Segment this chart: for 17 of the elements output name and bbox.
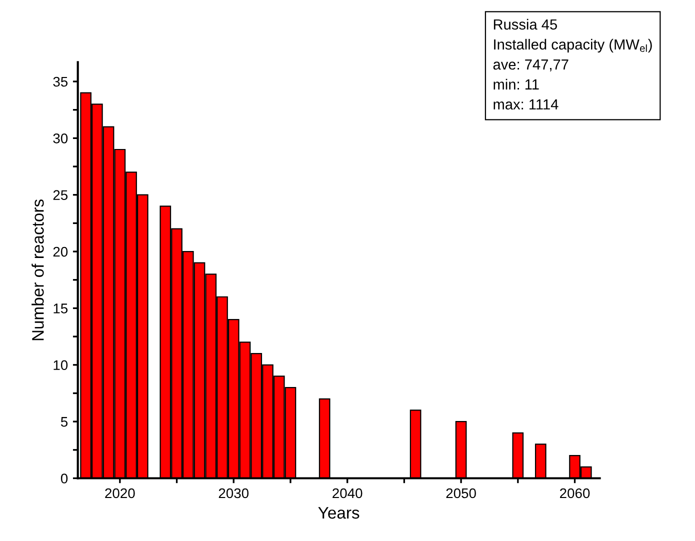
x-axis-title: Years — [318, 507, 360, 519]
x-tick-label: 2060 — [560, 488, 590, 498]
x-tick-label: 2020 — [105, 488, 135, 498]
y-tick-label: 10 — [54, 360, 68, 370]
x-tick-label: 2050 — [446, 488, 476, 498]
y-tick-label: 20 — [53, 246, 68, 257]
y-tick-label: 0 — [60, 474, 68, 484]
text: Russia 45 Installed capacity (MW$_{el}$) — [494, 18, 652, 53]
x-tick-label: 2040 — [332, 488, 362, 498]
y-tick-label: 5 — [60, 417, 68, 427]
y-tick-label: 30 — [53, 134, 68, 144]
annotation: ave: 747,77 min: 11 max: 1114 — [493, 60, 568, 110]
y-tick-label: 35 — [53, 76, 68, 87]
x-tick-label: 2030 — [218, 488, 249, 498]
y-tick-label: 15 — [54, 304, 68, 314]
y-axis-title: Number of reactors — [32, 200, 44, 340]
y-tick-label: 25 — [53, 190, 68, 200]
